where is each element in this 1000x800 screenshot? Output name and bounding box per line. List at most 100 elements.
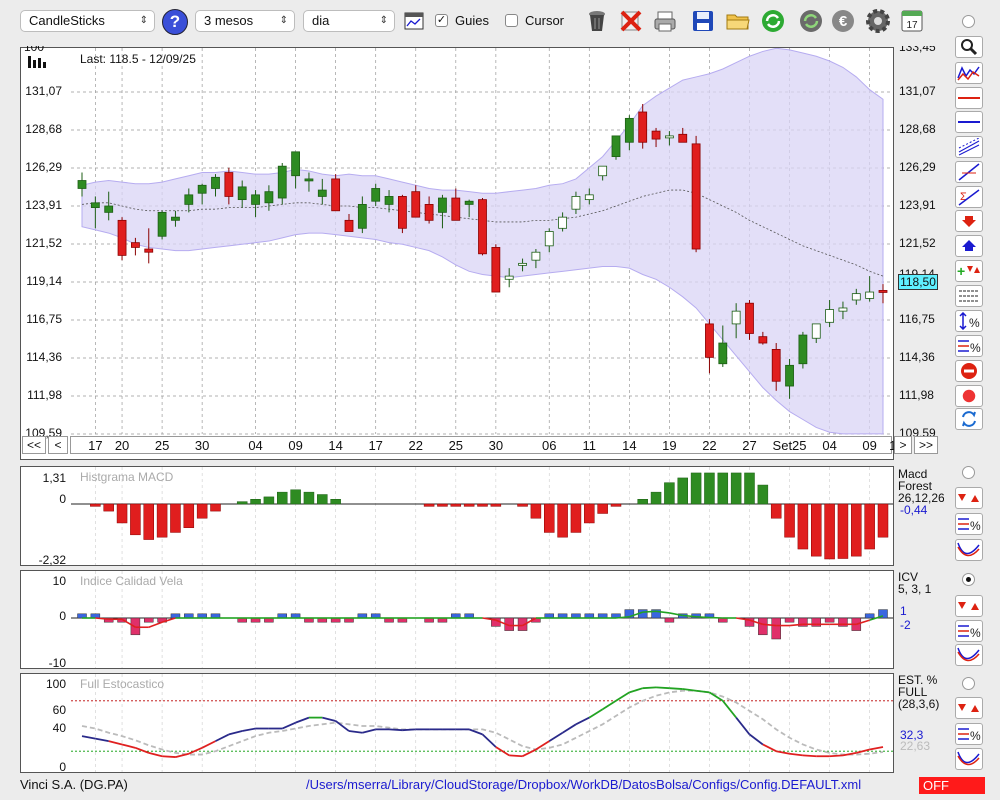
icv-bar [771,617,781,640]
svg-text:%: % [969,316,980,330]
candle-body [317,189,327,197]
macd-lines-percent-icon[interactable]: % [955,513,983,535]
scroll-next-button[interactable]: > [894,436,912,454]
fibonacci-icon[interactable]: Σ [955,186,983,208]
date-label: 30 [488,438,504,453]
panel-radio-macd[interactable] [962,466,975,479]
stoch-k-segment [242,727,256,732]
macd-panel [20,466,894,566]
blue-line-icon[interactable] [955,111,983,133]
record-icon[interactable] [955,385,983,407]
trendline-icon[interactable] [955,161,983,183]
guides-checkbox[interactable]: ✓ [435,14,448,27]
help-icon[interactable]: ? [162,9,188,35]
macd-bar [757,484,769,505]
stoch-d-line [81,689,884,756]
candle-body [691,143,701,250]
icv-curves-icon[interactable] [955,644,983,666]
date-label: 14 [622,438,637,453]
chart-type-select[interactable]: CandleSticks ⇕ [20,10,155,32]
icv-signal-segment [121,618,136,628]
macd-bar [517,503,528,507]
lines-percent-icon[interactable]: % [955,335,983,357]
arrow-down-icon[interactable] [955,210,983,232]
macd-curves-icon[interactable] [955,539,983,561]
delete-icon[interactable] [618,7,644,35]
panel-radio-icv[interactable] [962,573,975,586]
macd-bar [837,503,849,559]
scroll-prev-button[interactable]: < [48,436,68,454]
macd-bar [196,503,208,519]
interval-select[interactable]: dia ⇕ [303,10,395,32]
scroll-last-button[interactable]: >> [914,436,938,454]
zoom-icon[interactable] [955,36,983,58]
price-tick-right: 131,07 [899,84,936,98]
period-select[interactable]: 3 mesos ⇕ [195,10,295,32]
icv-chart[interactable] [21,571,893,668]
macd-bar [130,503,141,536]
calendar-17-icon[interactable]: 17 [899,7,925,35]
candle-body [825,309,834,323]
print-icon[interactable] [652,7,678,35]
arrow-up-icon[interactable] [955,235,983,257]
calendar-chart-icon[interactable] [401,7,427,35]
scroll-first-button[interactable]: << [22,436,46,454]
icv-signal-segment [161,617,176,623]
date-axis[interactable] [70,436,892,454]
macd-bar [824,503,835,560]
macd-bar [290,489,301,505]
icv-lines-percent-icon[interactable]: % [955,620,983,642]
price-tick-right: 114,36 [899,350,935,364]
trash-icon[interactable] [584,7,610,35]
indicator-chart-icon[interactable] [955,62,983,84]
no-entry-icon[interactable] [955,360,983,382]
stoch-grid [95,674,870,772]
stoch-arrows-icon[interactable] [955,697,983,719]
stoch-panel [20,673,894,773]
date-label: 09 [288,438,303,453]
candle-body [811,323,821,339]
save-icon[interactable] [690,7,716,35]
date-label: 17 [368,438,383,453]
red-line-icon[interactable] [955,87,983,109]
stoch-k-segment [588,708,604,719]
euro-icon[interactable]: € [830,7,856,35]
panel-radio-0[interactable] [962,15,975,28]
off-badge[interactable]: OFF [919,777,985,794]
macd-arrows-icon[interactable] [955,487,983,509]
panel-radio-stoch[interactable] [962,677,975,690]
gear-icon[interactable] [865,7,891,35]
price-axis-top-clip: 100 [24,40,45,54]
channel-icon[interactable] [955,136,983,158]
macd-chart[interactable] [21,467,893,565]
sync-icon[interactable] [955,408,983,430]
add-arrows-icon[interactable]: + [955,260,983,282]
icv-signal-segment [869,615,884,621]
stoch-lines-percent-icon[interactable]: % [955,723,983,745]
macd-bar [637,499,648,505]
macd-legend-sub: Forest [898,479,933,493]
icv-tick-max: 10 [52,574,66,588]
macd-bar [570,503,582,533]
open-folder-icon[interactable] [725,7,751,35]
stoch-tick-40: 40 [52,721,66,735]
icv-signal-segment [95,617,109,621]
cursor-checkbox[interactable] [505,14,518,27]
stoch-k-segment [481,733,497,748]
stoch-chart[interactable] [21,674,893,772]
update-icon[interactable] [798,7,824,35]
scale-percent-icon[interactable]: % [955,310,983,332]
stoch-value-k: 32,3 [900,728,924,742]
icv-legend-params: 5, 3, 1 [898,582,932,596]
grid-lines-icon[interactable] [955,285,983,307]
stoch-k-segment [348,730,363,734]
stoch-k-segment [509,754,523,758]
candle-body [878,290,888,293]
price-chart[interactable] [21,48,893,459]
config-path[interactable]: /Users/mserra/Library/CloudStorage/Dropb… [306,777,862,792]
svg-text:%: % [970,519,981,533]
refresh-icon[interactable] [760,7,786,35]
stoch-k-segment [388,728,403,732]
stoch-curves-icon[interactable] [955,748,983,770]
icv-arrows-icon[interactable] [955,595,983,617]
